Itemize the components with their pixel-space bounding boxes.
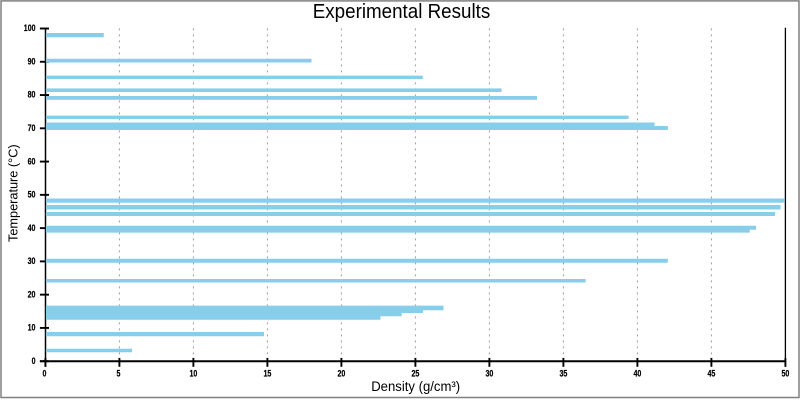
svg-text:40: 40 (28, 223, 36, 233)
svg-text:0: 0 (32, 356, 36, 366)
svg-text:Density (g/cm³): Density (g/cm³) (371, 379, 460, 394)
svg-text:20: 20 (337, 369, 345, 379)
svg-text:0: 0 (43, 369, 47, 379)
svg-text:30: 30 (485, 369, 493, 379)
svg-text:25: 25 (411, 369, 419, 379)
svg-text:10: 10 (189, 369, 197, 379)
svg-text:100: 100 (24, 23, 36, 33)
svg-text:5: 5 (116, 369, 120, 379)
svg-text:80: 80 (28, 90, 36, 100)
svg-text:30: 30 (28, 256, 36, 266)
svg-text:50: 50 (28, 190, 36, 200)
svg-text:50: 50 (781, 369, 789, 379)
svg-text:15: 15 (263, 369, 271, 379)
svg-text:40: 40 (633, 369, 641, 379)
svg-text:10: 10 (28, 323, 36, 333)
svg-text:45: 45 (707, 369, 715, 379)
svg-text:Experimental Results: Experimental Results (313, 1, 491, 23)
svg-text:Temperature (°C): Temperature (°C) (5, 144, 20, 242)
svg-text:20: 20 (28, 289, 36, 299)
svg-text:90: 90 (28, 56, 36, 66)
svg-text:60: 60 (28, 156, 36, 166)
svg-text:70: 70 (28, 123, 36, 133)
svg-text:35: 35 (559, 369, 567, 379)
